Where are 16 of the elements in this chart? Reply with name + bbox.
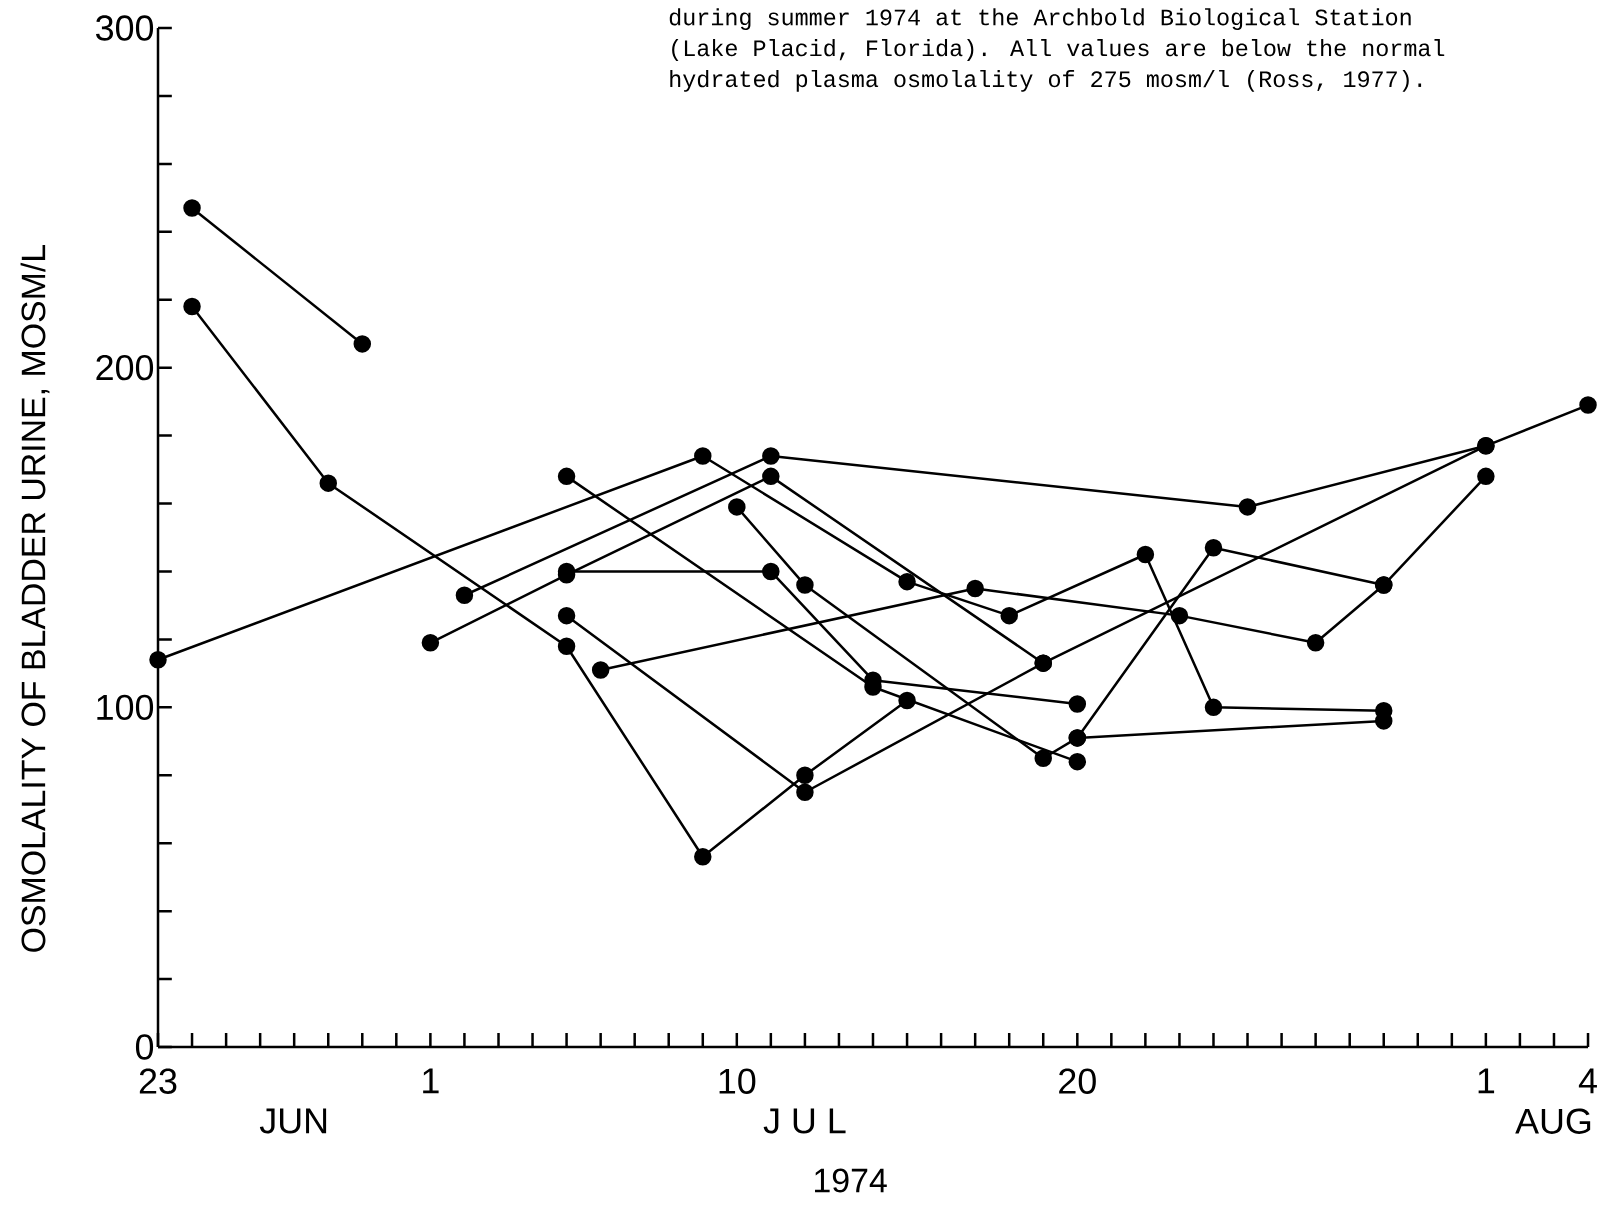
- y-tick-label: 0: [135, 1034, 154, 1060]
- y-tick-label: 100: [97, 694, 154, 721]
- x-axis-title: 1974: [815, 1168, 887, 1193]
- x-tick-label: 1: [1478, 1068, 1495, 1094]
- x-tick-label: 23: [139, 1068, 177, 1094]
- x2-tick-label: AUG: [1515, 1108, 1591, 1134]
- x-tick-label: 10: [719, 1068, 756, 1094]
- x-tick-label: 20: [1059, 1068, 1096, 1094]
- y-tick-label: 300: [96, 15, 154, 41]
- x2-tick-label: J U L: [763, 1108, 846, 1134]
- x-tick-label: 4: [1578, 1068, 1597, 1094]
- y-axis-title: OSMOLALITY OF BLADDER URINE, MOSM/L: [20, 244, 50, 952]
- x-tick-label: 1: [423, 1068, 439, 1094]
- x2-tick-label: JUN: [259, 1108, 327, 1134]
- chart-title: during summer 1974 at the Archbold Biological Station (Lake Placid, Florida). All values are below the normal hydrated plasma osmolality of 275 mosm/l (Ross, 1977).: [669, 8, 1445, 92]
- y-tick-label: 200: [96, 354, 154, 381]
